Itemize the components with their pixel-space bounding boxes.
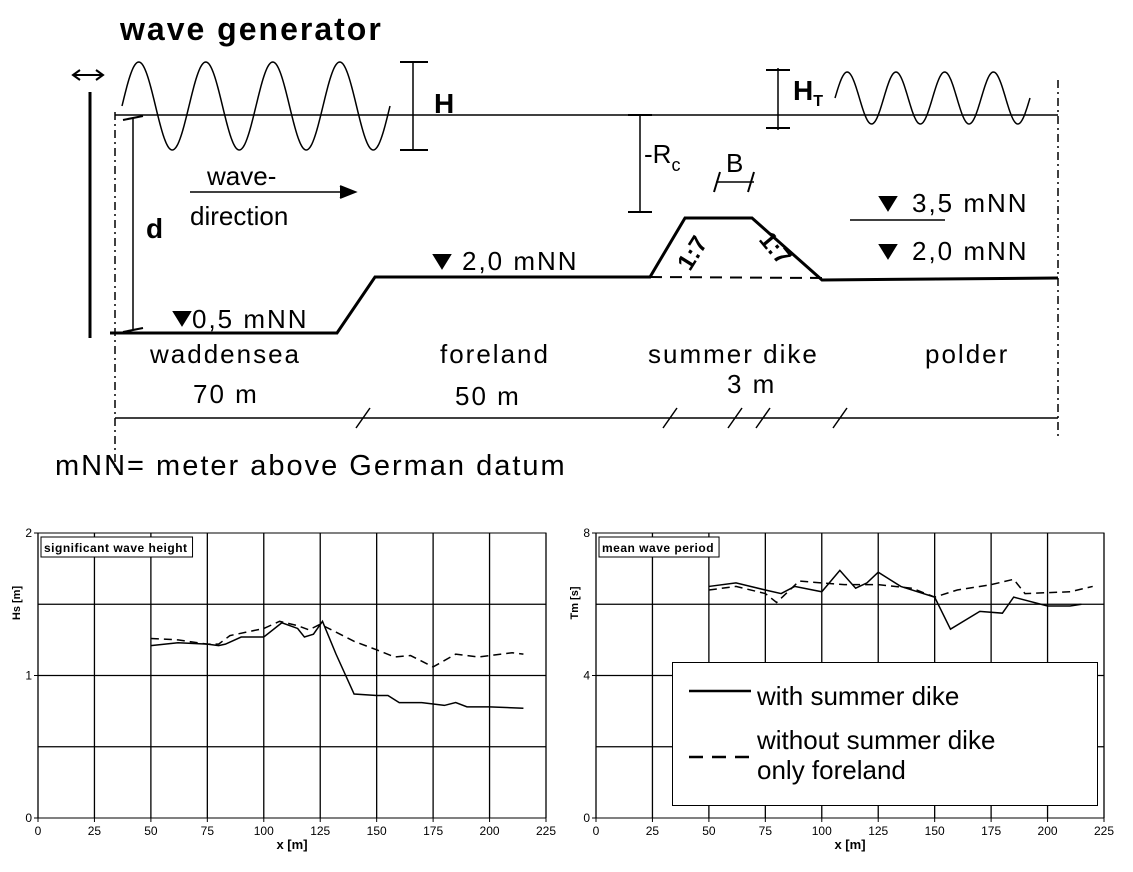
y-tick-label: 0 [25, 811, 32, 825]
x-tick-label: 225 [536, 824, 556, 838]
title-box [40, 536, 194, 558]
legend-swatch [689, 755, 751, 759]
b-label: B [726, 148, 743, 178]
x-tick-label: 200 [480, 824, 500, 838]
direction-text: direction [190, 201, 288, 231]
direction-text: wave- [206, 161, 276, 191]
x-tick-label: 200 [1038, 824, 1058, 838]
note: mNN= meter above German datum [55, 450, 567, 482]
x-tick-label: 50 [144, 824, 158, 838]
zone-label: summer dike [648, 339, 819, 369]
x-tick-label: 75 [201, 824, 215, 838]
legend-entry: with summer dike [687, 681, 1047, 711]
x-axis-label: x [m] [276, 837, 307, 852]
zone-label: foreland [440, 339, 550, 369]
series-line [708, 569, 1082, 631]
legend-label: with summer dike [757, 681, 960, 711]
ht-label: HT [793, 75, 823, 110]
x-axis-label: x [m] [834, 837, 865, 852]
y-tick-label: 0 [583, 811, 590, 825]
rc-label: -Rc [644, 139, 680, 175]
diagram-shapes [71, 61, 1059, 470]
zone-label: waddensea [149, 339, 301, 369]
x-tick-label: 125 [310, 824, 330, 838]
level-label: 3,5 mNN [912, 188, 1029, 218]
x-tick-label: 100 [254, 824, 274, 838]
h-label: H [434, 88, 454, 119]
x-tick-label: 150 [367, 824, 387, 838]
legend-swatch [689, 689, 751, 693]
level-label: 2,0 mNN [462, 246, 579, 276]
x-tick-label: 175 [423, 824, 443, 838]
title-box [598, 536, 720, 558]
level-label: 0,5 mNN [192, 304, 309, 334]
y-tick-label: 1 [25, 669, 32, 683]
x-tick-label: 225 [1094, 824, 1114, 838]
d-label: d [146, 213, 163, 244]
chart-title: significant wave height [44, 541, 188, 555]
y-axis-label: Hs [m] [11, 586, 23, 621]
slope-label: 1:7 [753, 227, 796, 271]
x-tick-label: 125 [868, 824, 888, 838]
x-tick-label: 50 [702, 824, 716, 838]
slope-label: 1:7 [672, 231, 713, 275]
length-label: 50 m [455, 381, 521, 411]
rc-main: -R [644, 139, 671, 169]
x-tick-label: 25 [88, 824, 102, 838]
y-tick-label: 8 [583, 526, 590, 540]
ht-main: H [793, 75, 813, 106]
legend: with summer dike without summer dike only… [672, 662, 1098, 806]
series-line [150, 620, 524, 668]
diagram-title: wave generator [119, 11, 383, 47]
series-line [150, 619, 524, 710]
chart-title: mean wave period [602, 541, 714, 555]
x-tick-label: 0 [35, 824, 42, 838]
x-tick-label: 0 [593, 824, 600, 838]
x-tick-label: 175 [981, 824, 1001, 838]
length-label: 3 m [727, 369, 776, 399]
zone-label: polder [925, 339, 1009, 369]
y-axis-label: Tm [s] [569, 586, 581, 619]
legend-label: without summer dike only foreland [757, 725, 996, 785]
level-label: 2,0 mNN [912, 236, 1029, 266]
length-label: 70 m [193, 379, 259, 409]
series-line [708, 578, 1093, 604]
rc-sub: c [671, 155, 680, 175]
y-tick-label: 2 [25, 526, 32, 540]
legend-entry: without summer dike only foreland [687, 725, 1047, 785]
y-tick-label: 4 [583, 669, 590, 683]
ht-sub: T [813, 93, 823, 110]
x-tick-label: 150 [925, 824, 945, 838]
x-tick-label: 100 [812, 824, 832, 838]
x-tick-label: 25 [646, 824, 660, 838]
x-tick-label: 75 [759, 824, 773, 838]
